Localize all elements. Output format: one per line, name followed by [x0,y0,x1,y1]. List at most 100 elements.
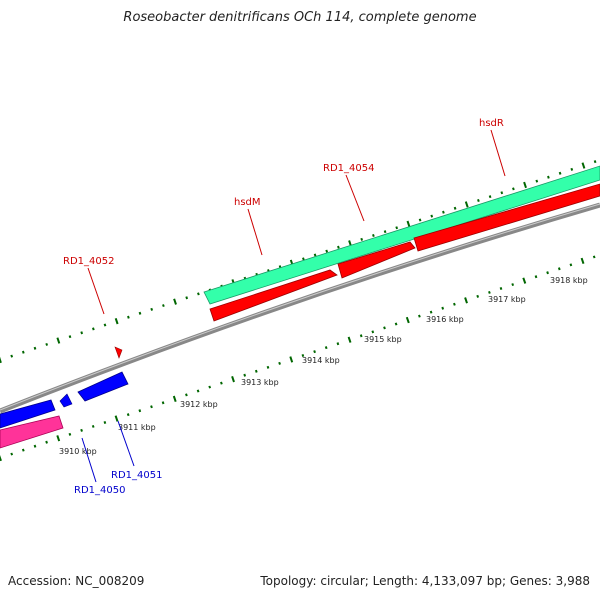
tick-mark [359,334,363,338]
lower-tick-row [0,255,596,462]
scale-label-3916: 3916 kbp [426,315,464,324]
accession-text: Accession: NC_008209 [8,574,145,588]
cds-hsdR[interactable] [413,183,600,252]
leader-hsdR [490,129,506,177]
tick-mark [197,292,200,296]
scale-label-3915: 3915 kbp [364,335,402,344]
tick-mark [21,448,25,452]
tick-mark [114,317,119,325]
tick-mark [499,286,503,291]
tick-mark [231,375,235,383]
tick-mark [324,346,328,350]
tick-mark [33,346,37,350]
scale-label-3910: 3910 kbp [59,447,97,456]
tick-mark [383,230,387,234]
tick-mark [254,369,258,373]
tick-mark [405,316,410,324]
tick-mark [535,179,539,183]
cds-rd1-4050[interactable] [0,399,56,429]
leader-rd1-4051 [117,420,135,467]
tick-mark [196,389,200,393]
tick-mark [442,210,445,214]
tick-mark [301,353,305,358]
tick-mark [126,413,130,417]
tick-mark [394,322,398,326]
map-title: Roseobacter denitrificans OCh 114, compl… [123,10,477,25]
tick-mark [430,214,434,218]
cds-rd1-4054[interactable] [337,241,416,279]
scale-label-3913: 3913 kbp [241,378,279,387]
sequence-backbone-highlight [0,203,600,411]
gene-label-hsdM[interactable]: hsdM [234,197,261,208]
tick-mark [289,356,294,363]
tick-mark [593,160,597,164]
tick-mark [114,415,119,422]
tick-mark [325,249,329,253]
tick-mark [21,350,25,354]
tick-mark [488,195,492,199]
tick-mark [172,395,177,403]
tick-mark [464,297,468,304]
leader-rd1-4054 [345,174,365,222]
tick-mark [441,306,445,310]
gene-label-rd1-4050[interactable]: RD1_4050 [74,485,125,496]
tick-mark [313,253,317,257]
tick-mark [488,290,491,294]
tick-mark [570,167,574,171]
cds-rd1-4052[interactable] [114,346,123,359]
gene-label-rd1-4051[interactable]: RD1_4051 [111,470,162,481]
forward-gene-band[interactable] [203,165,600,305]
tick-mark [243,373,247,377]
tick-mark [80,331,84,335]
tick-mark [336,342,340,346]
tick-mark [558,171,562,175]
cds-rd1-4051-fragment[interactable] [59,393,73,408]
tick-mark [278,361,281,365]
tick-mark [33,444,37,448]
tick-mark [185,393,188,397]
tick-mark [92,327,95,331]
cds-rd1-4051[interactable] [77,371,129,402]
tick-mark [56,435,61,442]
tick-mark [208,385,212,389]
tick-mark [546,271,549,275]
tick-mark [477,198,480,203]
tick-mark [418,218,422,222]
tick-mark [10,452,14,456]
tick-mark [127,315,130,319]
gene-label-hsdR[interactable]: hsdR [479,118,504,129]
tick-mark [500,191,504,195]
tick-mark [0,356,2,364]
tick-mark [418,314,421,318]
scale-label-3912: 3912 kbp [180,400,218,409]
gene-label-rd1-4052[interactable]: RD1_4052 [63,256,114,267]
scale-label-3918: 3918 kbp [550,276,588,285]
tick-mark [476,294,480,298]
leader-rd1-4052 [87,267,105,315]
tick-mark [372,233,375,238]
tick-mark [56,337,61,344]
tick-mark [547,175,550,179]
tick-mark [464,201,469,208]
tick-mark [592,255,596,259]
gene-label-rd1-4054[interactable]: RD1_4054 [323,163,374,174]
tick-mark [266,365,270,369]
sequence-backbone [0,202,600,414]
tick-mark [80,428,83,432]
tick-mark [103,323,107,327]
tick-mark [523,181,527,189]
tick-mark [10,354,14,358]
topology-summary: Topology: circular; Length: 4,133,097 bp… [260,574,590,588]
tick-mark [371,330,375,334]
scale-label-3917: 3917 kbp [488,295,526,304]
tick-mark [138,409,142,413]
reverse-gene-band[interactable] [0,415,64,449]
cds-hsdM[interactable] [209,269,338,322]
tick-mark [534,275,538,279]
leader-rd1-4050 [81,437,97,483]
tick-mark [337,245,340,249]
tick-mark [91,424,95,428]
tick-mark [511,283,515,287]
tick-mark [220,381,223,385]
tick-mark [512,187,515,191]
